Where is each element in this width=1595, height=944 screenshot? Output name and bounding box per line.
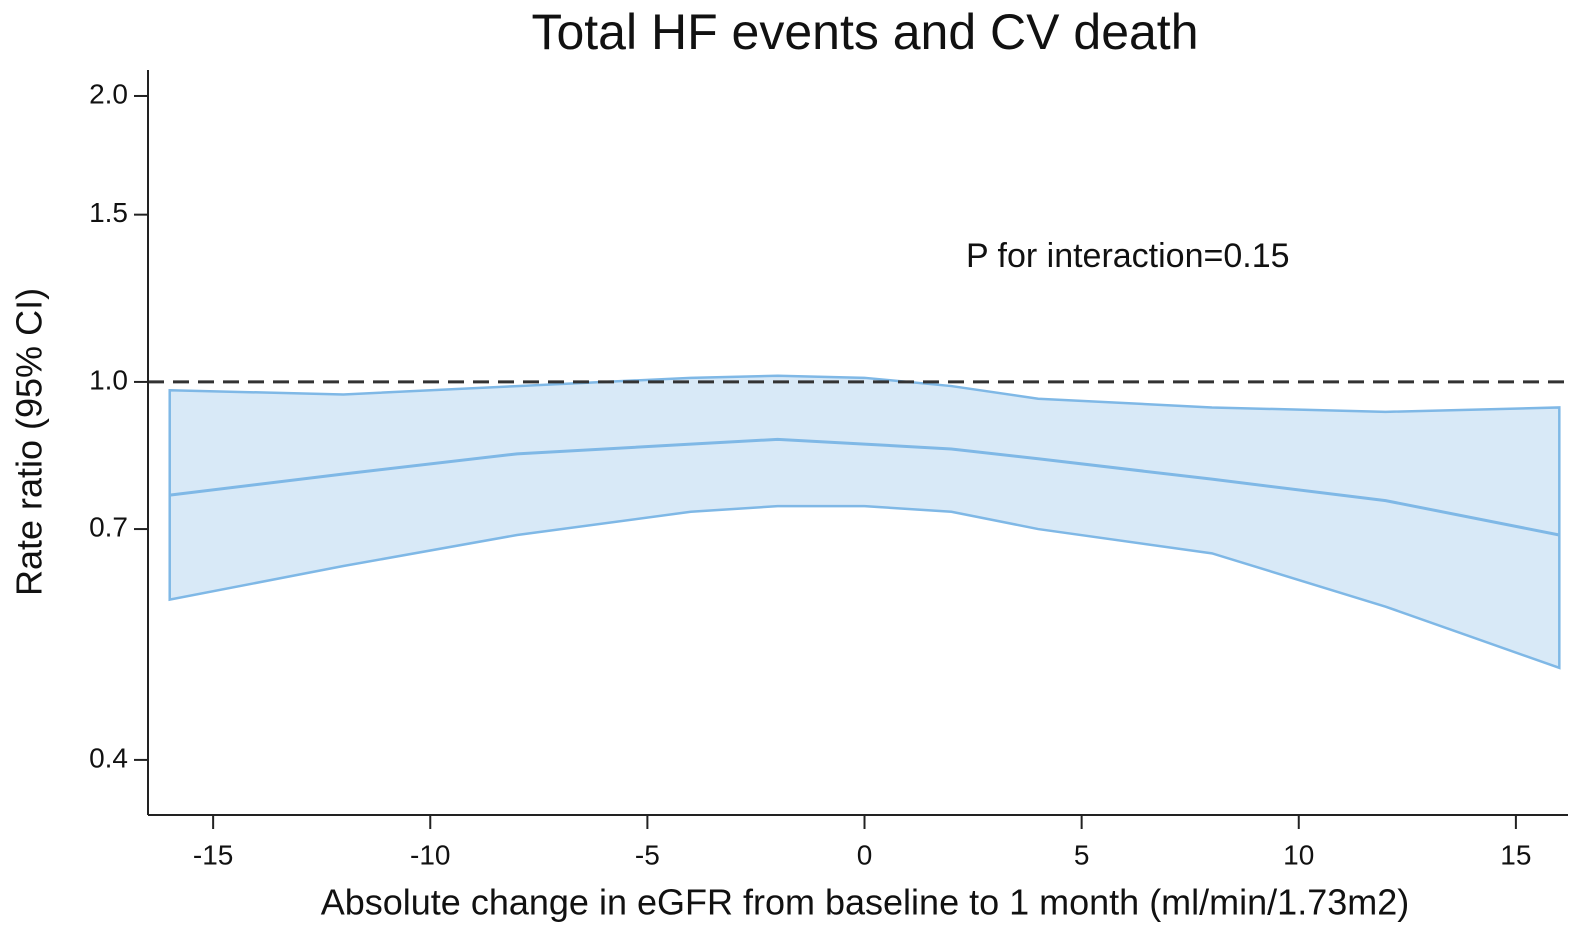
y-tick-label: 0.4 [89,742,128,773]
x-tick-label: 10 [1283,839,1314,870]
y-tick-label: 0.7 [89,511,128,542]
x-tick-label: 5 [1074,839,1090,870]
confidence-band [168,374,1561,670]
y-tick-label: 1.5 [89,197,128,228]
x-tick-label: -5 [635,839,660,870]
chart-title: Total HF events and CV death [531,4,1198,60]
y-tick-label: 2.0 [89,78,128,109]
estimate-line [169,437,1560,537]
y-axis-label: Rate ratio (95% CI) [9,288,50,596]
x-tick-label: 15 [1500,839,1531,870]
annotation: P for interaction=0.15 [966,237,1290,275]
y-tick-label: 1.0 [89,364,128,395]
x-tick-label: 0 [857,839,873,870]
x-axis-label: Absolute change in eGFR from baseline to… [321,882,1410,923]
x-tick-label: -10 [410,839,450,870]
x-tick-label: -15 [193,839,233,870]
